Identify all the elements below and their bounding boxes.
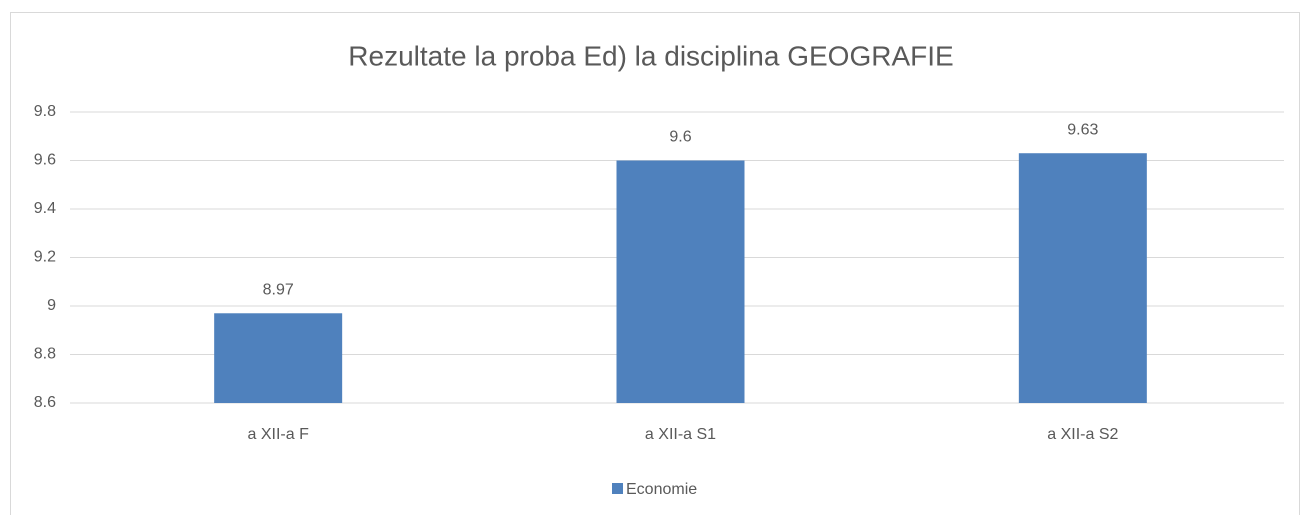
y-tick-label: 8.8 (34, 346, 56, 363)
legend-label: Economie (626, 481, 697, 498)
x-tick-label: a XII-a S1 (645, 426, 716, 443)
x-tick-label: a XII-a S2 (1047, 426, 1118, 443)
bar (616, 160, 745, 403)
chart-title: Rezultate la proba Ed) la disciplina GEO… (348, 40, 953, 71)
y-tick-label: 8.6 (34, 394, 56, 411)
bar (1018, 153, 1147, 403)
data-label: 8.97 (263, 281, 294, 298)
y-tick-label: 9 (47, 297, 56, 314)
bar (214, 313, 343, 403)
legend-swatch (612, 483, 623, 494)
y-tick-label: 9.2 (34, 249, 56, 266)
x-tick-label: a XII-a F (247, 426, 309, 443)
y-tick-label: 9.4 (34, 200, 56, 217)
y-tick-label: 9.8 (34, 103, 56, 120)
data-label: 9.6 (669, 129, 691, 146)
data-label: 9.63 (1067, 121, 1098, 138)
y-tick-label: 9.6 (34, 152, 56, 169)
